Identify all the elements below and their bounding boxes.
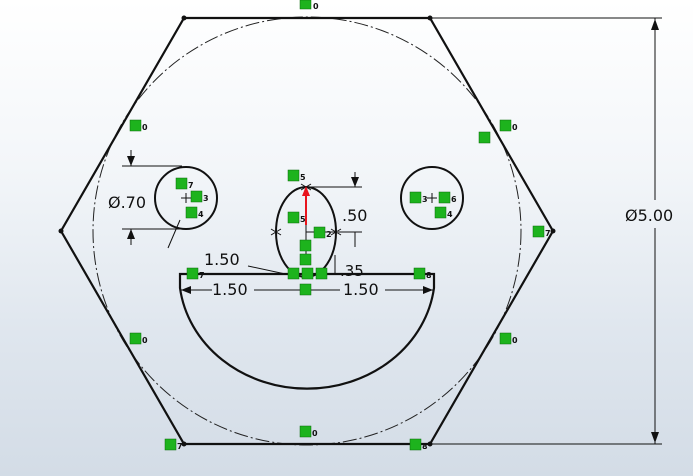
svg-text:7: 7 (545, 229, 551, 238)
right-eye-circle[interactable] (400, 166, 464, 230)
svg-text:2: 2 (326, 230, 332, 239)
eye-dim-arrow-top (127, 156, 135, 166)
svg-text:3: 3 (422, 195, 428, 204)
relation-left-eye-b[interactable]: 3 (190, 190, 209, 203)
svg-text:8: 8 (422, 442, 428, 451)
relation-nose-right[interactable]: 2 (313, 226, 332, 239)
outer-diameter-dimension[interactable]: Ø5.00 (625, 206, 673, 225)
svg-text:0: 0 (512, 123, 518, 132)
svg-text:7: 7 (199, 271, 205, 280)
svg-text:7: 7 (177, 442, 183, 451)
eye-leader (167, 219, 181, 249)
left-eye-circle[interactable] (154, 166, 218, 230)
relation-nose-lower-3 (287, 267, 328, 280)
svg-text:8: 8 (426, 271, 432, 280)
relation-upper-right[interactable]: 0 (499, 119, 518, 132)
construction-circle[interactable] (92, 16, 522, 446)
svg-text:4: 4 (198, 210, 204, 219)
mouth-outline[interactable] (178, 272, 436, 390)
svg-text:5: 5 (300, 215, 306, 224)
nose-height-dimension[interactable]: .50 (342, 206, 367, 225)
eye-spacing-leader (247, 265, 291, 276)
relation-left-eye-c[interactable]: 4 (185, 206, 204, 219)
relation-mouth-right[interactable]: 8 (413, 267, 432, 280)
nose-arrowhead (302, 186, 310, 196)
mouth-right-dimension[interactable]: 1.50 (343, 280, 379, 299)
relation-mouth-center (299, 283, 312, 296)
eye-spacing-dimension[interactable]: 1.50 (204, 250, 240, 269)
svg-text:0: 0 (142, 336, 148, 345)
relation-upper-right-2[interactable] (478, 131, 491, 144)
nose-offset-dimension[interactable]: .35 (340, 262, 364, 280)
hexagon-vertices (58, 15, 556, 447)
svg-text:3: 3 (203, 194, 209, 203)
relation-left-eye-a[interactable]: 7 (175, 177, 194, 190)
relation-right-eye-c[interactable]: 4 (434, 206, 453, 219)
relation-right[interactable]: 7 (532, 225, 551, 238)
relation-nose-top[interactable]: 5 (287, 169, 306, 182)
hexagon-outline[interactable] (59, 16, 555, 446)
relation-upper-left[interactable]: 0 (129, 119, 148, 132)
eye-diameter-dimension[interactable]: Ø.70 (108, 193, 146, 212)
relation-right-eye-a[interactable]: 3 (409, 191, 428, 204)
svg-text:7: 7 (188, 181, 194, 190)
relation-lower-right[interactable]: 0 (499, 332, 518, 345)
relation-nose-lower-1 (299, 239, 312, 252)
relation-top[interactable]: 0 (299, 0, 319, 11)
mouth-left-dimension[interactable]: 1.50 (212, 280, 248, 299)
relation-bottom[interactable]: 0 (299, 425, 318, 438)
svg-text:0: 0 (313, 2, 319, 11)
relation-nose-lower-2 (299, 253, 312, 266)
eye-dim-arrow-bottom (127, 229, 135, 239)
svg-text:6: 6 (451, 195, 457, 204)
dim-arrow-top (651, 19, 659, 30)
svg-text:4: 4 (447, 210, 453, 219)
diameter-dimension-lines (432, 17, 662, 445)
relation-lower-left[interactable]: 0 (129, 332, 148, 345)
eye-centers (181, 193, 437, 203)
relation-mouth-left[interactable]: 7 (186, 267, 205, 280)
dim-arrow-bottom (651, 432, 659, 443)
mouth-arrow-left (181, 286, 191, 294)
relation-right-eye-b[interactable]: 6 (438, 191, 457, 204)
svg-text:0: 0 (142, 123, 148, 132)
svg-text:0: 0 (312, 429, 318, 438)
svg-text:0: 0 (512, 336, 518, 345)
relation-nose-mid[interactable]: 5 (287, 211, 306, 224)
relation-bottom-left[interactable]: 7 (164, 438, 183, 451)
mouth-arrow-right (423, 286, 433, 294)
svg-text:5: 5 (300, 173, 306, 182)
relation-bottom-right[interactable]: 8 (409, 438, 428, 451)
nose-dim-arrow-top (351, 177, 359, 187)
